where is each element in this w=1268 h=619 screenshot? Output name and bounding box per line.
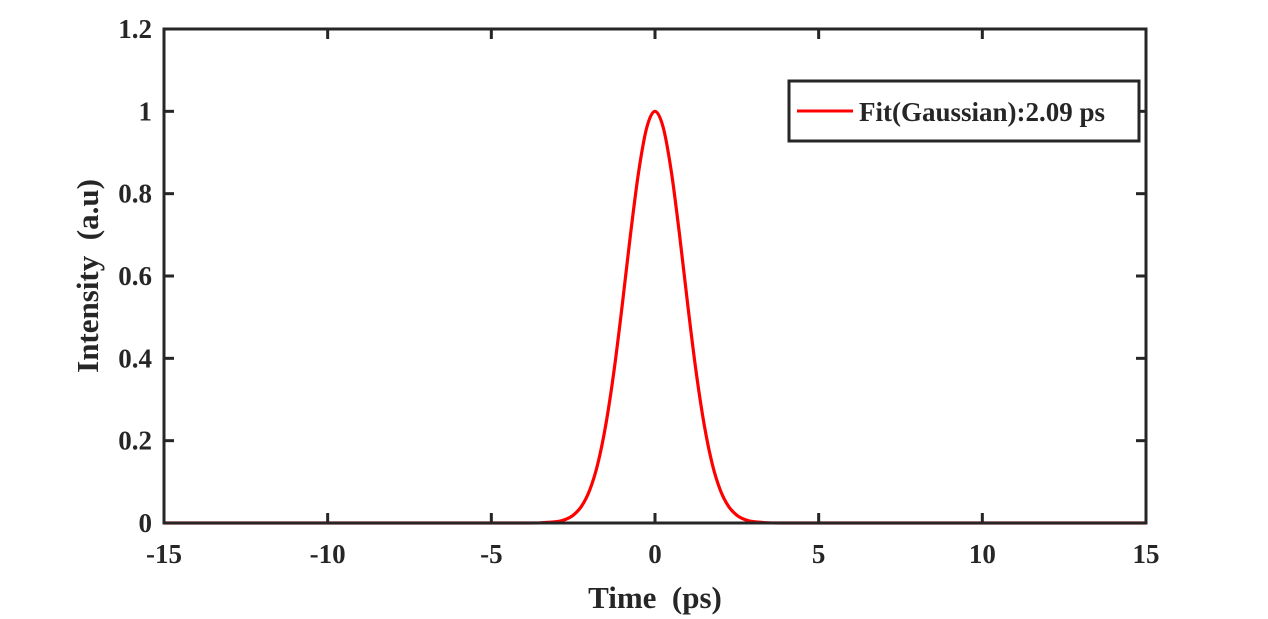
x-tick-label: 10 xyxy=(969,539,996,569)
y-tick-label: 1.2 xyxy=(118,14,152,44)
series-line-gaussian-fit xyxy=(163,109,1147,525)
y-tick-label: 1 xyxy=(139,96,153,126)
x-tick-label: 15 xyxy=(1133,539,1160,569)
x-tick-label: -5 xyxy=(480,539,503,569)
y-axis-label: Intensity (a.u) xyxy=(70,179,105,373)
y-tick-label: 0.8 xyxy=(118,179,152,209)
legend-entry-label: Fit(Gaussian):2.09 ps xyxy=(859,97,1105,127)
axis-ticks: -15 -10 -5 0 5 10 15 0 0.2 0.4 0.6 0.8 1 1.2 xyxy=(118,14,1159,569)
axes-box xyxy=(162,27,1148,525)
x-tick-label: 0 xyxy=(648,539,662,569)
plot-lines xyxy=(163,109,1147,525)
y-tick-label: 0.4 xyxy=(118,343,152,373)
y-tick-label: 0.6 xyxy=(118,261,152,291)
x-tick-label: -10 xyxy=(310,539,346,569)
x-axis-label: Time (ps) xyxy=(588,580,722,615)
y-tick-label: 0 xyxy=(139,508,153,538)
y-tick-label: 0.2 xyxy=(118,426,152,456)
x-tick-label: -15 xyxy=(146,539,182,569)
legend: Fit(Gaussian):2.09 ps xyxy=(787,79,1141,143)
x-tick-label: 5 xyxy=(812,539,826,569)
